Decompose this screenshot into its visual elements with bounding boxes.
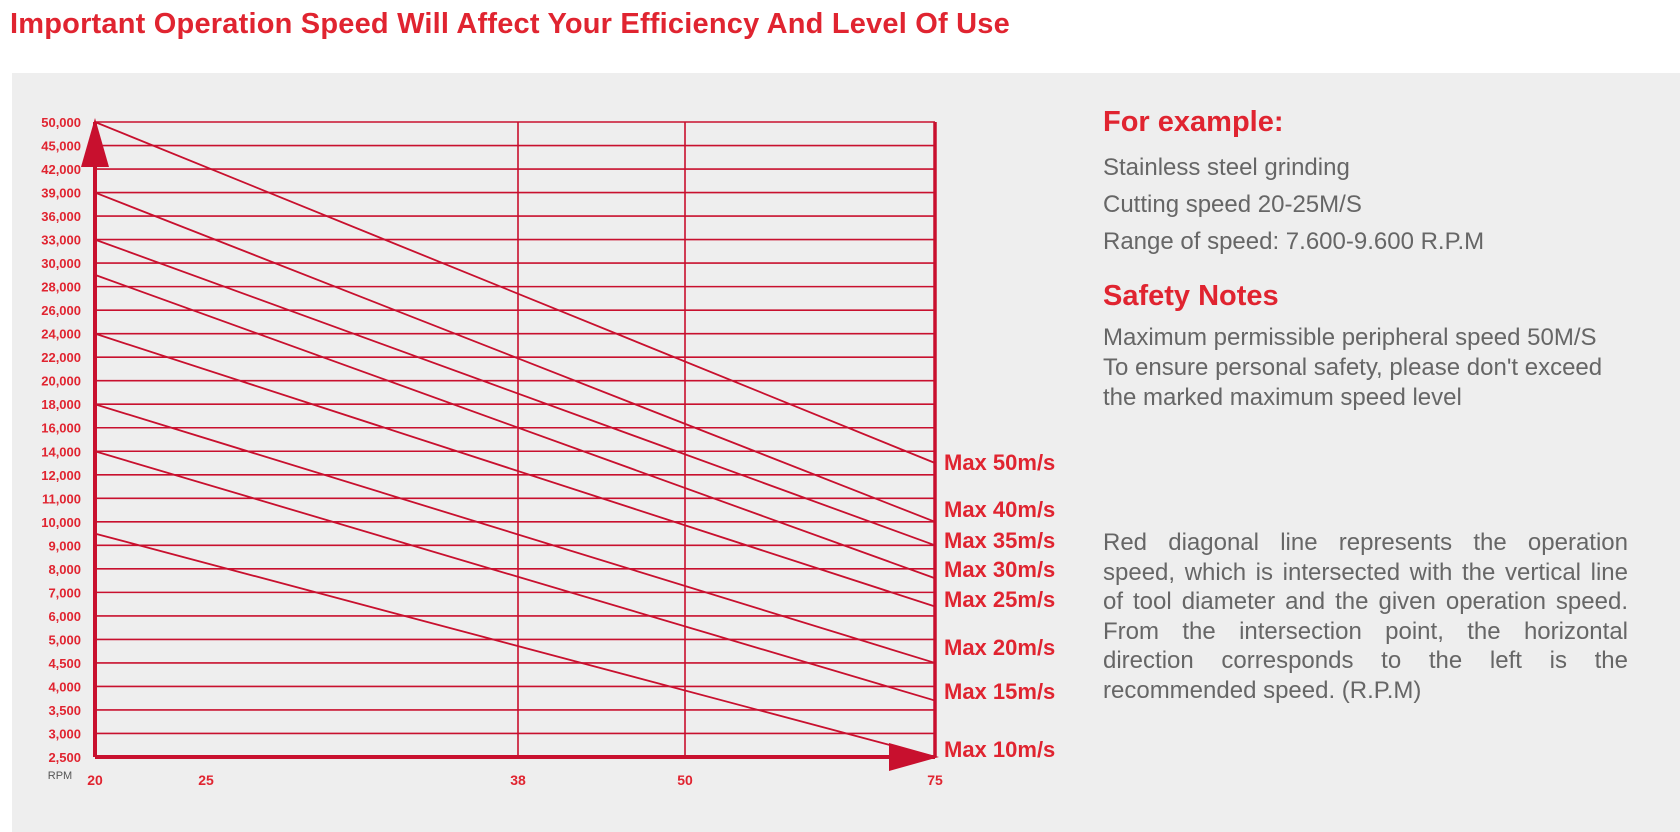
example-heading: For example: <box>1103 106 1284 138</box>
series-line <box>94 532 936 758</box>
safety-line: the marked maximum speed level <box>1103 384 1462 411</box>
series-label: Max 50m/s <box>944 450 1055 475</box>
y-tick-label: 4,000 <box>48 679 81 694</box>
y-tick-label: 45,000 <box>41 139 81 154</box>
x-tick-label: 20 <box>87 772 103 788</box>
series-label: Max 30m/s <box>944 557 1055 582</box>
example-list: Stainless steel grinding Cutting speed 2… <box>1103 149 1668 260</box>
y-tick-label: 22,000 <box>41 350 81 365</box>
series-line <box>94 450 936 702</box>
x-tick-label: 25 <box>198 772 214 788</box>
y-tick-label: 8,000 <box>48 562 81 577</box>
y-tick-label: 2,500 <box>48 750 81 765</box>
example-line: Cutting speed 20-25M/S <box>1103 191 1362 218</box>
example-line: Stainless steel grinding <box>1103 154 1350 181</box>
y-tick-label: 3,000 <box>48 726 81 741</box>
safety-notes: Maximum permissible peripheral speed 50M… <box>1103 323 1668 413</box>
y-tick-label: 3,500 <box>48 703 81 718</box>
y-tick-label: 16,000 <box>41 421 81 436</box>
x-tick-label: 38 <box>510 772 526 788</box>
y-tick-label: 28,000 <box>41 280 81 295</box>
chart-description: Red diagonal line represents the operati… <box>1103 529 1628 704</box>
series-label: Max 35m/s <box>944 528 1055 553</box>
y-tick-label: 50,000 <box>41 115 81 130</box>
y-tick-label: 7,000 <box>48 585 81 600</box>
x-tick-label: 50 <box>677 772 693 788</box>
speed-chart: 50,000 45,000 42,000 39,000 36,000 33,000 30,0… <box>41 115 1055 788</box>
info-panel: For example: Stainless steel grinding Cu… <box>1103 106 1668 413</box>
series-label: Max 15m/s <box>944 679 1055 704</box>
series-label: Max 20m/s <box>944 635 1055 660</box>
y-tick-label: 24,000 <box>41 327 81 342</box>
y-tick-label: 4,500 <box>48 656 81 671</box>
y-axis-arrow <box>81 118 109 167</box>
y-tick-label: 26,000 <box>41 303 81 318</box>
y-tick-label: 36,000 <box>41 209 81 224</box>
safety-heading: Safety Notes <box>1103 280 1279 312</box>
y-tick-label: 39,000 <box>41 186 81 201</box>
y-tick-label: 14,000 <box>41 444 81 459</box>
series-line <box>94 403 936 664</box>
x-axis-arrow <box>889 743 939 771</box>
y-tick-label: 6,000 <box>48 609 81 624</box>
series-line <box>94 238 936 547</box>
y-tick-label: 20,000 <box>41 374 81 389</box>
x-tick-label: 75 <box>927 772 943 788</box>
y-tick-label: 18,000 <box>41 397 81 412</box>
series-label: Max 25m/s <box>944 587 1055 612</box>
series-label: Max 10m/s <box>944 737 1055 762</box>
y-tick-label: 9,000 <box>48 538 81 553</box>
series-label: Max 40m/s <box>944 497 1055 522</box>
content-panel <box>12 73 1680 832</box>
y-tick-label: 42,000 <box>41 162 81 177</box>
x-unit-label: RPM <box>48 770 72 782</box>
y-tick-label: 33,000 <box>41 233 81 248</box>
example-line: Range of speed: 7.600-9.600 R.P.M <box>1103 228 1485 255</box>
series-line <box>94 191 936 523</box>
page-title: Important Operation Speed Will Affect Yo… <box>10 8 1010 40</box>
y-tick-label: 30,000 <box>41 256 81 271</box>
safety-line: Maximum permissible peripheral speed 50M… <box>1103 324 1597 351</box>
y-tick-label: 12,000 <box>41 468 81 483</box>
y-tick-label: 10,000 <box>41 515 81 530</box>
series-line <box>94 121 936 464</box>
series-line <box>94 274 936 580</box>
y-tick-label: 5,000 <box>48 632 81 647</box>
safety-line: To ensure personal safety, please don't … <box>1103 354 1603 381</box>
series-line <box>94 332 936 608</box>
y-tick-label: 11,000 <box>42 491 81 506</box>
